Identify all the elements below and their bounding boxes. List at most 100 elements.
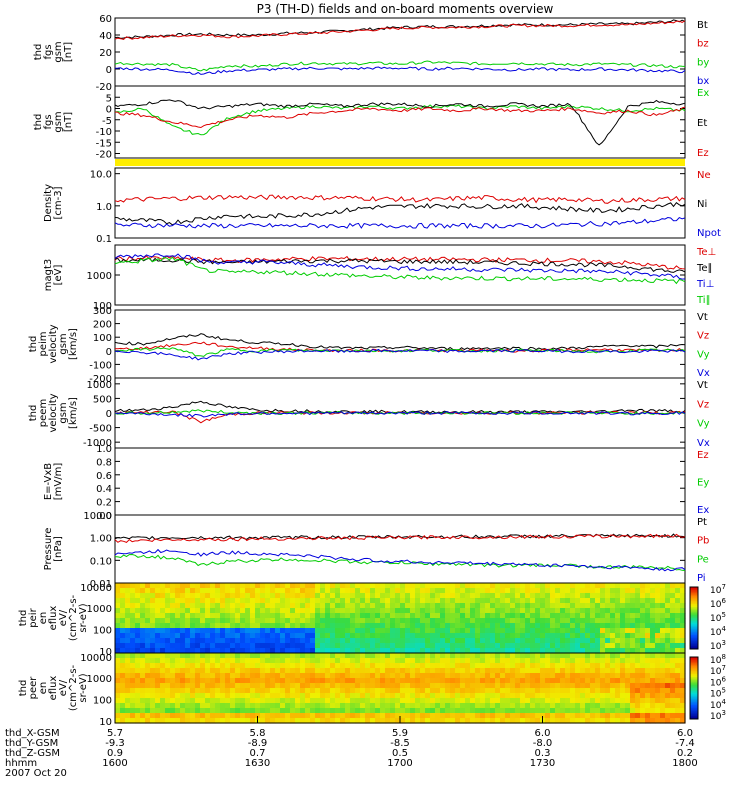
heatmap-cell xyxy=(125,603,131,609)
heatmap-cell xyxy=(620,698,626,704)
heatmap-cell xyxy=(120,628,126,634)
heatmap-cell xyxy=(190,628,196,634)
heatmap-cell xyxy=(200,663,206,669)
heatmap-cell xyxy=(255,603,261,609)
heatmap-cell xyxy=(350,718,356,724)
heatmap-cell xyxy=(265,698,271,704)
heatmap-cell xyxy=(615,628,621,634)
heatmap-cell xyxy=(290,708,296,714)
heatmap-cell xyxy=(455,683,461,689)
heatmap-cell xyxy=(485,693,491,699)
heatmap-cell xyxy=(165,633,171,639)
heatmap-cell xyxy=(290,623,296,629)
heatmap-cell xyxy=(300,688,306,694)
heatmap-cell xyxy=(535,628,541,634)
heatmap-cell xyxy=(365,663,371,669)
heatmap-cell xyxy=(235,608,241,614)
heatmap-cell xyxy=(285,658,291,664)
heatmap-cell xyxy=(320,598,326,604)
heatmap-cell xyxy=(410,618,416,624)
heatmap-cell xyxy=(385,643,391,649)
heatmap-cell xyxy=(580,703,586,709)
heatmap-cell xyxy=(360,718,366,724)
heatmap-cell xyxy=(610,583,616,589)
heatmap-cell xyxy=(580,623,586,629)
heatmap-cell xyxy=(545,708,551,714)
heatmap-cell xyxy=(190,593,196,599)
heatmap-cell xyxy=(315,593,321,599)
series-by xyxy=(114,60,686,72)
heatmap-cell xyxy=(435,703,441,709)
heatmap-cell xyxy=(670,623,676,629)
heatmap-cell xyxy=(295,603,301,609)
heatmap-cell xyxy=(540,588,546,594)
heatmap-cell xyxy=(370,648,376,654)
heatmap-cell xyxy=(230,608,236,614)
heatmap-cell xyxy=(560,678,566,684)
y-axis-label: velocity xyxy=(48,393,59,432)
heatmap-cell xyxy=(205,633,211,639)
heatmap-cell xyxy=(670,693,676,699)
y-tick-label: 0 xyxy=(106,409,112,420)
heatmap-cell xyxy=(620,718,626,724)
heatmap-cell xyxy=(140,653,146,659)
heatmap-cell xyxy=(260,683,266,689)
heatmap-cell xyxy=(595,698,601,704)
heatmap-cell xyxy=(310,698,316,704)
heatmap-cell xyxy=(360,608,366,614)
heatmap-cell xyxy=(475,663,481,669)
heatmap-cell xyxy=(605,643,611,649)
heatmap-cell xyxy=(120,603,126,609)
heatmap-cell xyxy=(555,608,561,614)
heatmap-cell xyxy=(135,608,141,614)
heatmap-cell xyxy=(440,633,446,639)
heatmap-cell xyxy=(585,663,591,669)
heatmap-cell xyxy=(315,653,321,659)
heatmap-cell xyxy=(600,618,606,624)
heatmap-cell xyxy=(385,678,391,684)
heatmap-cell xyxy=(440,608,446,614)
heatmap-cell xyxy=(210,658,216,664)
heatmap-cell xyxy=(245,703,251,709)
heatmap-cell xyxy=(360,638,366,644)
colorbar-cell xyxy=(690,664,698,667)
heatmap-cell xyxy=(370,603,376,609)
colorbar-cell xyxy=(690,670,698,673)
heatmap-cell xyxy=(665,658,671,664)
heatmap-cell xyxy=(475,703,481,709)
heatmap-cell xyxy=(590,638,596,644)
heatmap-cell xyxy=(510,653,516,659)
heatmap-cell xyxy=(320,658,326,664)
heatmap-cell xyxy=(190,588,196,594)
panel-frame xyxy=(114,514,686,584)
heatmap-cell xyxy=(170,698,176,704)
heatmap-cell xyxy=(575,613,581,619)
heatmap-cell xyxy=(290,628,296,634)
heatmap-cell xyxy=(400,703,406,709)
heatmap-cell xyxy=(280,693,286,699)
panel-frame xyxy=(114,167,686,239)
heatmap-cell xyxy=(500,678,506,684)
heatmap-cell xyxy=(415,673,421,679)
heatmap-cell xyxy=(515,608,521,614)
heatmap-cell xyxy=(455,713,461,719)
heatmap-cell xyxy=(645,718,651,724)
heatmap-cell xyxy=(570,688,576,694)
heatmap-cell xyxy=(550,698,556,704)
heatmap-cell xyxy=(460,613,466,619)
heatmap-cell xyxy=(135,603,141,609)
heatmap-cell xyxy=(590,613,596,619)
legend-Ey: Ey xyxy=(697,478,709,489)
heatmap-cell xyxy=(500,593,506,599)
heatmap-cell xyxy=(420,698,426,704)
y-axis-label: sr-eV) xyxy=(78,603,89,632)
heatmap-cell xyxy=(285,628,291,634)
heatmap-cell xyxy=(295,618,301,624)
heatmap-cell xyxy=(655,673,661,679)
colorbar-exponent: 3 xyxy=(721,639,725,647)
heatmap-cell xyxy=(575,593,581,599)
heatmap-cell xyxy=(475,678,481,684)
heatmap-cell xyxy=(330,603,336,609)
heatmap-cell xyxy=(555,618,561,624)
heatmap-cell xyxy=(225,633,231,639)
